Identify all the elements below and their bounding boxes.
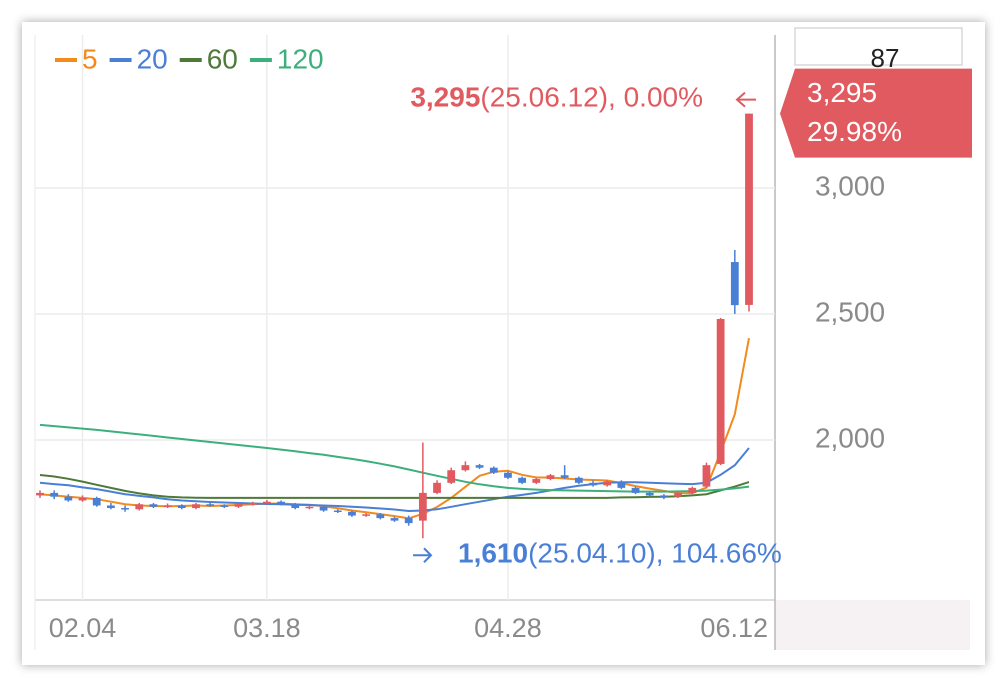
- candle-body: [234, 504, 243, 507]
- plot: [36, 113, 753, 539]
- min-value: 1,610: [458, 538, 528, 569]
- candle-body: [319, 506, 328, 511]
- candle-body: [475, 465, 484, 468]
- moving-average-line: [39, 447, 750, 513]
- candle-body: [177, 505, 186, 509]
- price-tag-label: 3,295: [807, 77, 877, 108]
- candle-body: [645, 492, 654, 496]
- candle-body: [78, 497, 87, 501]
- corner-band: [775, 600, 970, 650]
- moving-average-line: [39, 423, 750, 493]
- candle-body: [674, 492, 682, 497]
- candle-body: [560, 475, 569, 478]
- candle-body: [716, 319, 725, 464]
- candle-body: [163, 505, 172, 507]
- legend-label: 5: [82, 43, 98, 74]
- candle-body: [745, 113, 753, 305]
- legend-label: 120: [277, 43, 324, 74]
- y-tick-label: 2,500: [815, 296, 885, 327]
- candle-body: [291, 504, 300, 509]
- y-tick-label: 2,000: [815, 422, 885, 453]
- annotations: 3,295(25.06.12), 0.00%1,610(25.04.10), 1…: [410, 68, 972, 569]
- candle-body: [64, 496, 73, 501]
- candle-body: [546, 475, 555, 480]
- y-tick-label: 3,000: [815, 170, 885, 201]
- candle-body: [688, 487, 697, 493]
- candle-body: [589, 482, 597, 486]
- arrow: [413, 547, 433, 563]
- candle-body: [50, 492, 59, 497]
- candle-body: [489, 467, 498, 473]
- legend-label: 20: [137, 43, 168, 74]
- candle-body: [248, 502, 257, 505]
- price-tag: [780, 68, 972, 158]
- candle-body: [461, 465, 470, 471]
- top-box: [794, 27, 963, 66]
- candle-body: [135, 504, 144, 510]
- candle-body: [574, 477, 583, 483]
- candle-body: [532, 479, 541, 483]
- candle-body: [333, 510, 342, 513]
- candle-body: [206, 504, 215, 506]
- max-detail: (25.06.12), 0.00%: [480, 82, 703, 113]
- candle-body: [433, 482, 441, 493]
- x-tick-label: 06.12: [700, 613, 768, 643]
- candle-body: [730, 262, 739, 306]
- candle-body: [518, 477, 527, 483]
- candle-body: [404, 518, 413, 524]
- candle-body: [617, 481, 626, 488]
- max-value: 3,295: [410, 82, 480, 113]
- candle-body: [348, 511, 356, 516]
- arrow: [735, 91, 756, 108]
- candle-body: [660, 495, 668, 497]
- max-annotation: 3,295(25.06.12), 0.00%: [410, 82, 703, 113]
- candle-body: [418, 492, 427, 521]
- candle-body: [277, 501, 285, 505]
- moving-average-line: [39, 338, 750, 520]
- candle-body: [447, 470, 456, 483]
- x-tick-label: 02.04: [49, 613, 117, 643]
- candle-body: [362, 514, 371, 516]
- candle-body: [504, 472, 512, 478]
- price-tag-change: 29.98%: [807, 116, 902, 147]
- candle-body: [92, 497, 101, 506]
- candle-body: [376, 514, 385, 519]
- top-box-label: 87: [871, 43, 900, 73]
- min-detail: (25.04.10), 104.66%: [528, 538, 782, 569]
- legend: 5 20 60 120: [55, 43, 324, 74]
- candle-body: [631, 487, 640, 493]
- candle-body: [262, 501, 271, 504]
- grid: [35, 35, 775, 600]
- candle-body: [107, 505, 115, 509]
- x-tick-label: 03.18: [233, 613, 301, 643]
- candle-body: [603, 481, 612, 486]
- candle-body: [36, 492, 44, 496]
- candle-body: [702, 465, 711, 487]
- x-tick-label: 04.28: [474, 613, 542, 643]
- candle-body: [121, 508, 129, 510]
- min-annotation: 1,610(25.04.10), 104.66%: [458, 538, 782, 569]
- legend-label: 60: [207, 43, 238, 74]
- candle-body: [192, 504, 200, 509]
- candle-body: [220, 505, 229, 507]
- candle-body: [149, 504, 158, 507]
- moving-average-line: [39, 474, 750, 499]
- candle-body: [305, 506, 314, 509]
- candle-body: [390, 518, 399, 521]
